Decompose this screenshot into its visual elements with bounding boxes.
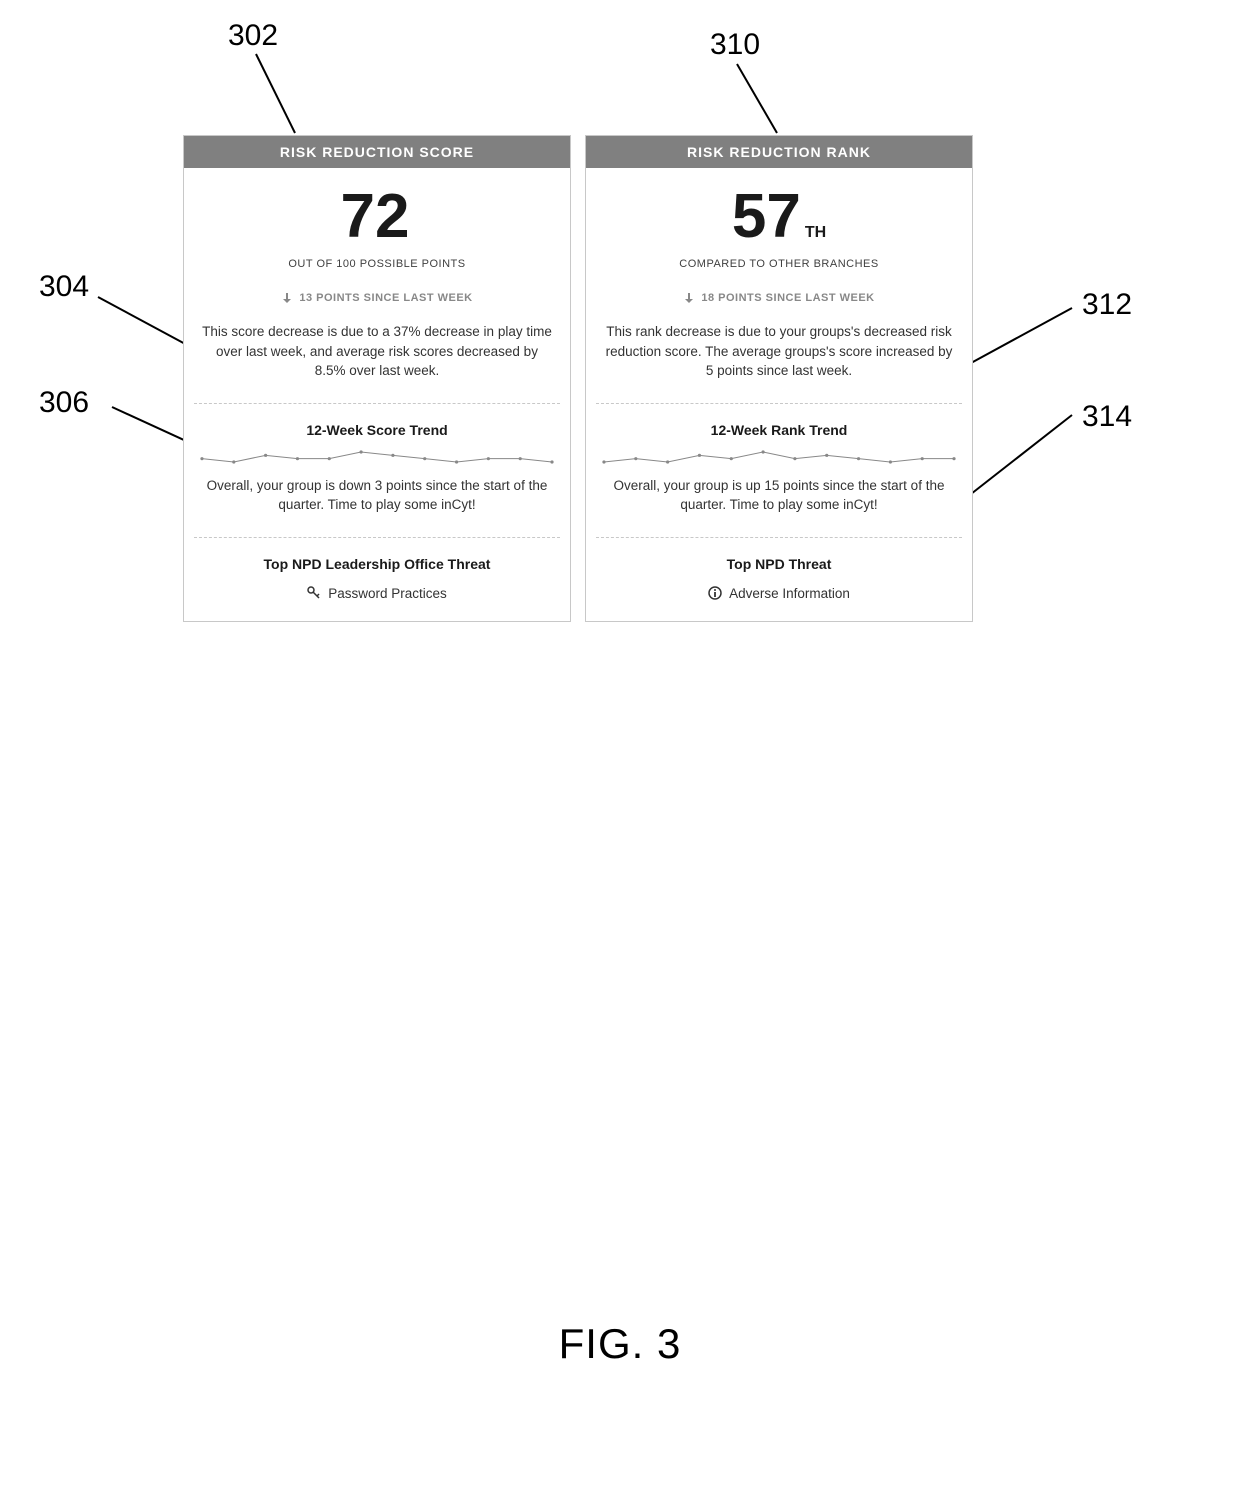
score-subtitle: OUT OF 100 POSSIBLE POINTS [184,258,570,270]
cards-container: RISK REDUCTION SCORE 72 OUT OF 100 POSSI… [183,135,973,622]
callout-312: 312 [1082,288,1132,322]
divider [194,537,560,538]
rank-trend-title: 12-Week Rank Trend [586,422,972,438]
figure-caption: FIG. 3 [559,1320,682,1368]
score-trend-title: 12-Week Score Trend [184,422,570,438]
down-arrow-icon [683,292,695,304]
rank-points-change: 18 POINTS SINCE LAST WEEK [586,292,972,304]
rank-sparkline [600,448,958,466]
rank-value-number: 57 [732,182,801,251]
rank-card-header: RISK REDUCTION RANK [586,136,972,168]
rank-card: RISK REDUCTION RANK 57TH COMPARED TO OTH… [585,135,973,622]
divider [596,537,962,538]
key-icon [307,586,321,600]
score-points-change: 13 POINTS SINCE LAST WEEK [184,292,570,304]
rank-value: 57TH [586,186,972,248]
info-icon [708,586,722,600]
score-value-number: 72 [341,182,410,251]
score-points-change-text: 13 POINTS SINCE LAST WEEK [299,292,472,304]
score-explanation: This score decrease is due to a 37% decr… [184,322,570,381]
divider [194,403,560,404]
score-threat-title: Top NPD Leadership Office Threat [184,556,570,572]
score-threat-label: Password Practices [328,586,447,601]
callout-310: 310 [710,28,760,62]
rank-explanation: This rank decrease is due to your groups… [586,322,972,381]
down-arrow-icon [281,292,293,304]
score-threat-label-row: Password Practices [184,586,570,621]
callout-306: 306 [39,386,89,420]
score-card: RISK REDUCTION SCORE 72 OUT OF 100 POSSI… [183,135,571,622]
divider [596,403,962,404]
score-card-header: RISK REDUCTION SCORE [184,136,570,168]
score-sparkline [198,448,556,466]
rank-trend-text: Overall, your group is up 15 points sinc… [586,476,972,515]
rank-threat-label-row: Adverse Information [586,586,972,621]
callout-304: 304 [39,270,89,304]
rank-value-suffix: TH [805,224,826,241]
score-value: 72 [184,186,570,248]
rank-subtitle: COMPARED TO OTHER BRANCHES [586,258,972,270]
callout-314: 314 [1082,400,1132,434]
rank-threat-label: Adverse Information [729,586,850,601]
rank-points-change-text: 18 POINTS SINCE LAST WEEK [701,292,874,304]
callout-302: 302 [228,19,278,53]
rank-threat-title: Top NPD Threat [586,556,972,572]
score-trend-text: Overall, your group is down 3 points sin… [184,476,570,515]
